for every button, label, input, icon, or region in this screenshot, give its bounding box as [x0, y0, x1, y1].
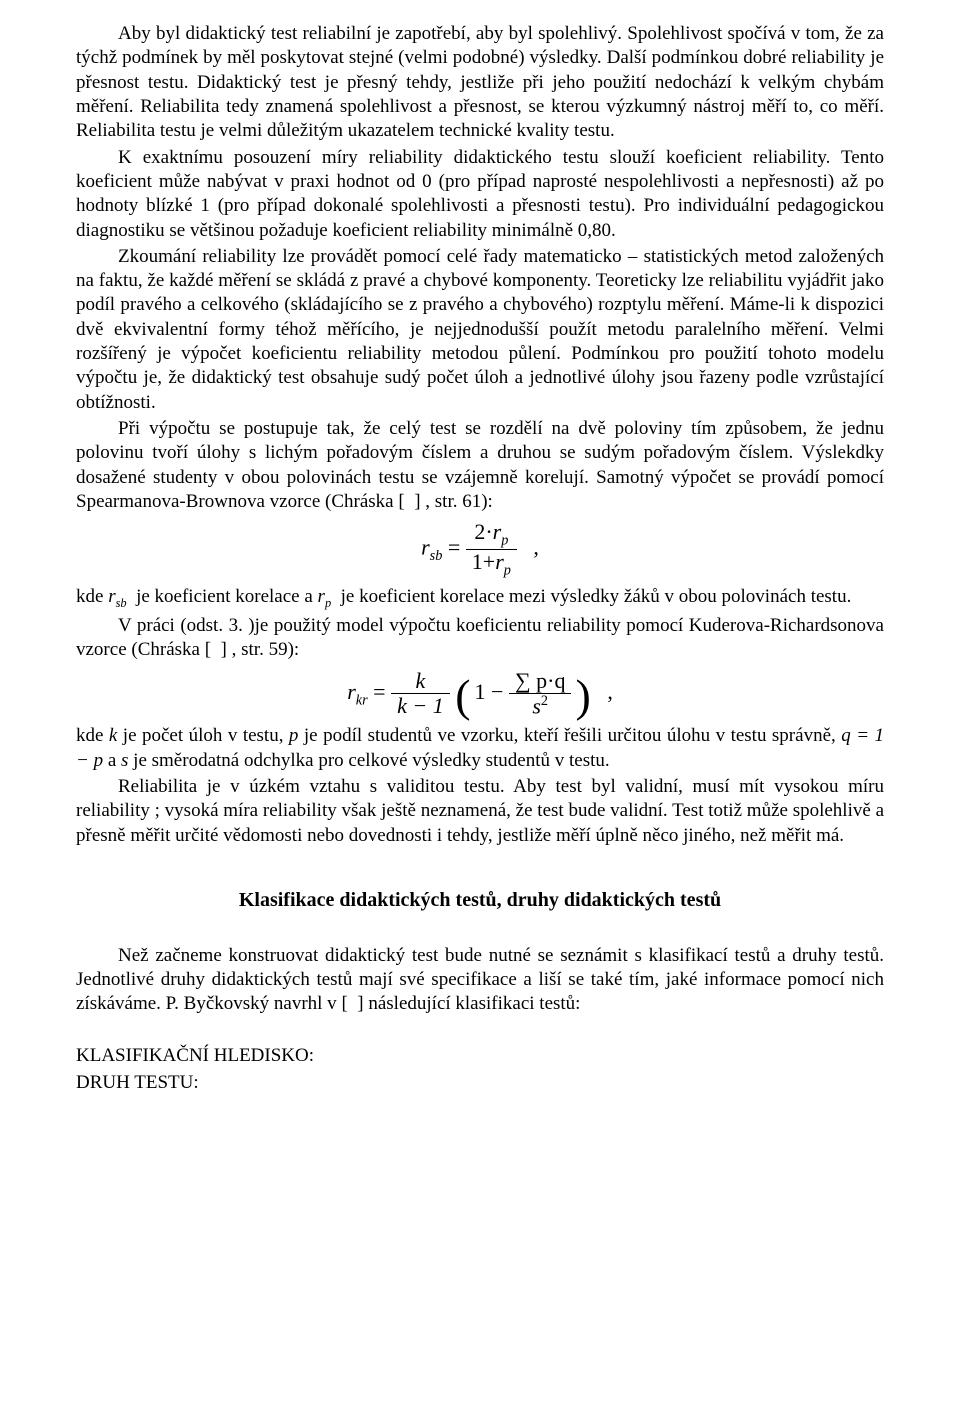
text-seg: , str. 61):: [425, 491, 493, 512]
den-coef: 1+: [472, 549, 495, 574]
section-heading: Klasifikace didaktických testů, druhy di…: [76, 888, 884, 914]
paren-group: ( 1 − ∑ p·q s2 ): [455, 669, 591, 719]
paragraph-coefficient: K exaktnímu posouzení míry reliability d…: [76, 146, 884, 243]
paragraph-validity: Reliabilita je v úzkém vztahu s validito…: [76, 775, 884, 848]
text-seg: je počet úloh v testu,: [117, 725, 289, 746]
sym-r: r: [108, 586, 115, 607]
bracket-close: ]: [414, 491, 420, 512]
bracket-close: ]: [357, 993, 363, 1014]
k-num: k: [416, 668, 426, 693]
num-sub: p: [501, 533, 508, 549]
bracket-close: ]: [221, 639, 227, 660]
formula-spearman-brown: rsb = 2·rp 1+rp ,: [76, 520, 884, 579]
label-classification-aspect: KLASIFIKAČNÍ HLEDISKO:: [76, 1044, 884, 1068]
num-sym: r: [493, 519, 502, 544]
text-seg: je podíl studentů ve vzorku, kteří řešil…: [298, 725, 841, 746]
text-seg: V práci (odst. 3. )je použitý model výpo…: [76, 615, 884, 660]
text-seg: kde: [76, 586, 108, 607]
trailing-comma: ,: [607, 679, 613, 704]
den-sub: p: [504, 563, 511, 579]
sub-kr: kr: [356, 692, 368, 708]
trailing-comma: ,: [533, 535, 539, 560]
text-seg: je koeficient korelace a: [136, 586, 317, 607]
paragraph-reliability-intro: Aby byl didaktický test reliabilní je za…: [76, 22, 884, 144]
bracket-open: [: [341, 993, 347, 1014]
sym-r: r: [318, 586, 325, 607]
fraction-k: k k − 1: [391, 669, 450, 718]
s-sym: s: [532, 693, 541, 718]
paragraph-where-1: kde rsb je koeficient korelace a rp je k…: [76, 585, 884, 612]
sub-p: p: [325, 596, 331, 610]
s-exp: 2: [541, 693, 548, 709]
num-coef: 2·: [474, 519, 492, 544]
bracket-open: [: [205, 639, 211, 660]
left-paren-icon: (: [455, 682, 470, 710]
paragraph-where-2: kde k je počet úloh v testu, p je podíl …: [76, 724, 884, 773]
equals-sign: =: [448, 535, 460, 560]
text-seg: , str. 59):: [232, 639, 300, 660]
text-seg: a: [103, 750, 121, 771]
text-seg: je směrodatná odchylka pro celkové výsle…: [128, 750, 609, 771]
fraction-sum: ∑ p·q s2: [509, 669, 572, 719]
right-paren-icon: ): [575, 682, 590, 710]
paragraph-kr-model: V práci (odst. 3. )je použitý model výpo…: [76, 614, 884, 663]
paragraph-spearman: Při výpočtu se postupuje tak, že celý te…: [76, 417, 884, 514]
den-sym: r: [495, 549, 504, 574]
paragraph-classification: Než začneme konstruovat didaktický test …: [76, 944, 884, 1017]
sub-sb: sb: [430, 548, 443, 564]
bracket-open: [: [398, 491, 404, 512]
sum-pq: ∑ p·q: [509, 669, 572, 694]
one-minus: 1 −: [475, 679, 504, 704]
text-seg: kde: [76, 725, 109, 746]
sub-sb: sb: [116, 596, 127, 610]
text-seg: je koeficient korelace mezi výsledky žák…: [341, 586, 852, 607]
fraction: 2·rp 1+rp: [466, 520, 517, 579]
text-seg: následující klasifikaci testů:: [368, 993, 580, 1014]
paragraph-methods: Zkoumání reliability lze provádět pomocí…: [76, 245, 884, 415]
sym-r: r: [421, 535, 430, 560]
equals-sign: =: [373, 679, 385, 704]
formula-kuder-richardson: rkr = k k − 1 ( 1 − ∑ p·q s2 ) ,: [76, 669, 884, 719]
k-den: k − 1: [397, 693, 444, 718]
sym-r: r: [347, 679, 356, 704]
sym-p: p: [289, 725, 299, 746]
label-test-type: DRUH TESTU:: [76, 1071, 884, 1095]
